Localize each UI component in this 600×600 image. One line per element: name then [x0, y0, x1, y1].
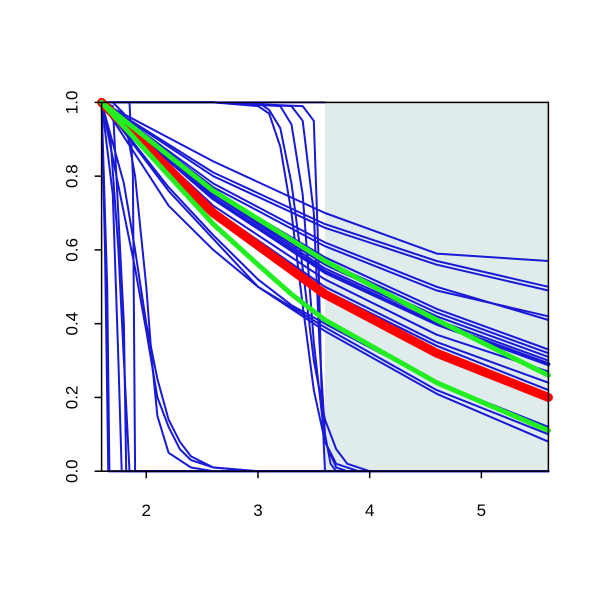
series-line-2 — [100, 101, 550, 288]
plot-frame — [100, 101, 550, 472]
y-axis: 0.0 0.2 0.4 0.6 0.8 1.0 — [63, 91, 102, 483]
x-tick-label: 2 — [142, 501, 151, 520]
series-line-27 — [100, 101, 550, 473]
series-line-34 — [99, 99, 551, 378]
y-tick-label: 0.4 — [63, 312, 82, 336]
y-tick-label: 0.2 — [63, 386, 82, 410]
series-line-20 — [111, 101, 550, 473]
series-layer — [97, 97, 553, 473]
x-axis: 2 3 4 5 — [142, 471, 486, 520]
series-line-3 — [100, 101, 550, 292]
series-line-17 — [100, 101, 550, 436]
x-tick-label: 4 — [365, 501, 374, 520]
y-tick-label: 1.0 — [63, 91, 82, 115]
series-line-5 — [100, 101, 550, 321]
series-line-19 — [100, 101, 550, 473]
x-tick-label: 3 — [253, 501, 262, 520]
x-tick-label: 5 — [477, 501, 486, 520]
y-tick-label: 0.8 — [63, 164, 82, 188]
series-line-35 — [99, 99, 551, 434]
series-line-33 — [97, 97, 553, 402]
y-tick-label: 0.0 — [63, 459, 82, 483]
series-line-1 — [100, 101, 550, 262]
y-tick-label: 0.6 — [63, 238, 82, 262]
